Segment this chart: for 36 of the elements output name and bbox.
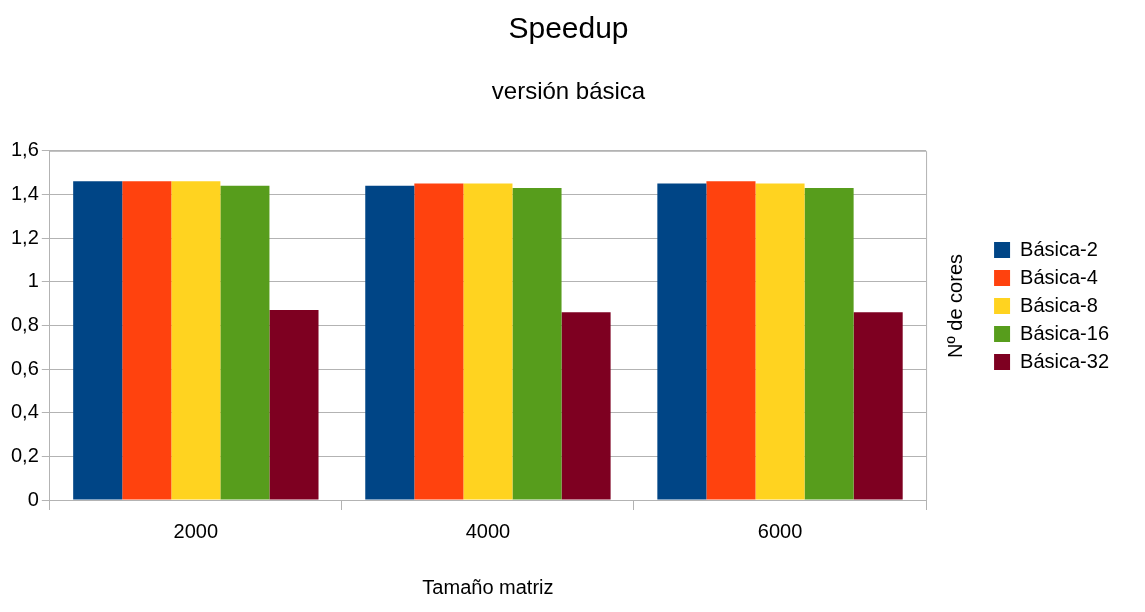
bar bbox=[804, 187, 854, 500]
legend-label: Básica-4 bbox=[1020, 265, 1098, 288]
bar bbox=[269, 310, 319, 500]
legend-label: Básica-32 bbox=[1020, 349, 1109, 372]
bar bbox=[512, 187, 562, 500]
bar bbox=[463, 183, 513, 500]
y-tick-label: 1,6 bbox=[10, 138, 39, 161]
legend-title: Nº de cores bbox=[943, 253, 966, 359]
y-tick-label: 0 bbox=[27, 487, 39, 510]
bar bbox=[365, 185, 415, 500]
bar bbox=[755, 183, 805, 500]
legend-label: Básica-16 bbox=[1020, 321, 1109, 344]
x-tick-label: 6000 bbox=[757, 519, 803, 542]
bar bbox=[171, 181, 221, 500]
bar bbox=[561, 312, 611, 500]
y-tick-label: 1,4 bbox=[10, 181, 39, 204]
bar bbox=[73, 181, 123, 500]
chart-subtitle: versión básica bbox=[491, 77, 646, 105]
bar bbox=[220, 185, 270, 500]
bar bbox=[122, 181, 172, 500]
chart-title: Speedup bbox=[508, 11, 629, 45]
y-tick-label: 1 bbox=[27, 269, 39, 292]
bar bbox=[657, 183, 707, 500]
y-tick-label: 0,8 bbox=[10, 312, 39, 335]
legend-label: Básica-2 bbox=[1020, 237, 1098, 260]
y-tick-label: 0,4 bbox=[10, 400, 39, 423]
bar bbox=[706, 181, 756, 500]
x-tick-label: 4000 bbox=[465, 519, 511, 542]
bar bbox=[853, 312, 903, 500]
x-axis-title: Tamaño matriz bbox=[422, 575, 554, 598]
legend-label: Básica-8 bbox=[1020, 293, 1098, 316]
y-tick-label: 0,6 bbox=[10, 356, 39, 379]
y-tick-label: 1,2 bbox=[10, 225, 39, 248]
y-tick-label: 0,2 bbox=[10, 443, 39, 466]
x-tick-label: 2000 bbox=[173, 519, 219, 542]
bar bbox=[414, 183, 464, 500]
